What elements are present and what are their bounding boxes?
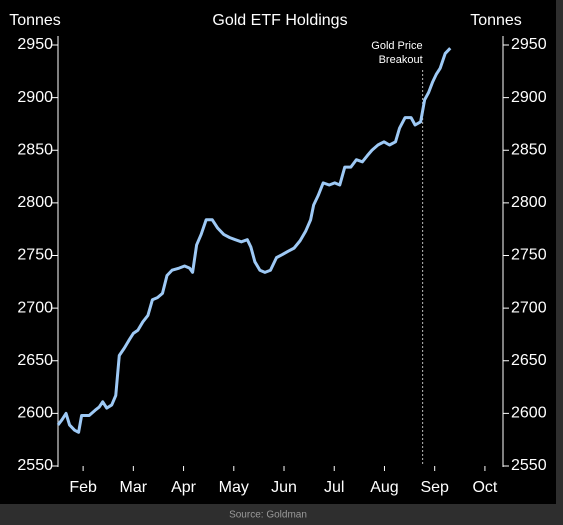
- chart-title: Gold ETF Holdings: [212, 12, 347, 29]
- y-tick-label: 2850: [17, 141, 53, 158]
- x-tick-label: Jun: [271, 479, 297, 496]
- y2-tick-label: 2850: [511, 141, 547, 158]
- y-axis-label: Tonnes: [9, 12, 61, 29]
- y-tick-label: 2950: [17, 36, 53, 53]
- chart-background: [0, 0, 556, 504]
- source: Source: Goldman: [229, 510, 307, 521]
- data-line: [56, 47, 452, 434]
- y2-tick-label: 2950: [511, 36, 547, 53]
- y2-tick-label: 2750: [511, 247, 547, 264]
- x-tick-label: Aug: [370, 479, 398, 496]
- y-tick-label: 2600: [17, 405, 53, 422]
- y2-tick-label: 2550: [511, 457, 547, 474]
- y-tick-label: 2700: [17, 299, 53, 316]
- y-tick-label: 2550: [17, 457, 53, 474]
- y-tick-label: 2800: [17, 194, 53, 211]
- x-tick-label: Sep: [420, 479, 449, 496]
- annotation-text: Gold Price: [371, 40, 422, 52]
- y-tick-label: 2900: [17, 89, 53, 106]
- y2-tick-label: 2700: [511, 299, 547, 316]
- y2-tick-label: 2800: [511, 194, 547, 211]
- x-tick-label: Apr: [171, 479, 197, 496]
- y2-axis-label: Tonnes: [470, 12, 522, 29]
- y2-tick-label: 2900: [511, 89, 547, 106]
- x-tick-label: Jul: [324, 479, 344, 496]
- annotation-text: Breakout: [379, 54, 423, 66]
- y-tick-label: 2750: [17, 247, 53, 264]
- x-tick-label: Mar: [120, 479, 148, 496]
- y2-tick-label: 2600: [511, 405, 547, 422]
- x-tick-label: May: [219, 479, 249, 496]
- x-tick-label: Feb: [69, 479, 97, 496]
- x-tick-label: Oct: [472, 479, 497, 496]
- y2-tick-label: 2650: [511, 352, 547, 369]
- y-tick-label: 2650: [17, 352, 53, 369]
